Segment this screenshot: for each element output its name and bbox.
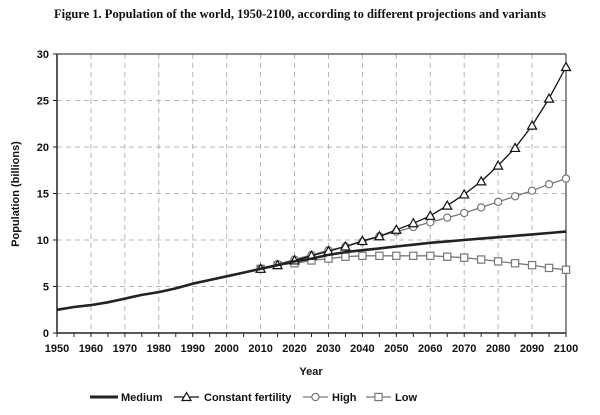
x-tick-label: 2010 (248, 343, 272, 355)
data-point-low (493, 257, 503, 266)
data-point-low (392, 251, 401, 261)
legend-item-medium: Medium (90, 392, 163, 404)
x-tick-label: 2060 (418, 343, 442, 355)
legend-label-medium: Medium (121, 392, 163, 404)
data-point-constant-fertility (458, 188, 470, 199)
data-point-constant-fertility (509, 142, 521, 153)
data-point-high (493, 197, 503, 207)
data-point-constant-fertility (373, 230, 385, 241)
series-medium (56, 230, 567, 312)
x-tick-label: 2100 (554, 343, 578, 355)
data-point-high (561, 174, 571, 183)
data-point-constant-fertility (356, 235, 368, 246)
x-tick-label: 1950 (45, 343, 69, 355)
y-tick-label: 30 (37, 49, 49, 61)
legend-item-constant-fertility: Constant fertility (174, 391, 292, 404)
x-tick-label: 2000 (214, 343, 238, 355)
legend-item-high: High (303, 392, 357, 404)
series-constant-fertility (255, 61, 572, 273)
data-point-low (358, 251, 367, 261)
x-tick-label: 1970 (113, 343, 137, 355)
series-low (256, 251, 571, 274)
x-tick-label: 2090 (520, 343, 544, 355)
y-tick-label: 25 (37, 96, 49, 108)
x-tick-label: 1960 (79, 343, 103, 355)
data-point-constant-fertility (492, 159, 504, 170)
data-point-low (476, 255, 486, 264)
data-point-high (476, 203, 486, 212)
data-point-constant-fertility (424, 210, 436, 220)
data-point-high (527, 186, 537, 195)
x-tick-label: 2080 (486, 343, 510, 355)
ticks: 1950 1960 1970 1980 1990 2000 2010 2020 2030 2040… (37, 49, 578, 355)
data-point-low (375, 251, 384, 261)
data-point-low (443, 252, 452, 261)
x-tick-label: 2050 (384, 343, 408, 355)
y-tick-label: 15 (37, 189, 49, 201)
data-point-high (544, 179, 554, 189)
x-tick-label: 1980 (147, 343, 171, 355)
data-point-high (510, 192, 520, 201)
x-tick-label: 2030 (316, 343, 340, 355)
data-point-constant-fertility (560, 61, 572, 72)
data-point-high (460, 208, 469, 218)
data-point-constant-fertility (475, 175, 487, 186)
legend-item-low: Low (366, 392, 417, 404)
series-line-medium (56, 230, 567, 312)
legend-marker-constant-fertility (180, 391, 193, 402)
series (56, 61, 572, 312)
grid (57, 54, 566, 333)
y-axis-label: Population (billions) (10, 141, 22, 247)
legend-label-constant-fertility: Constant fertility (204, 392, 292, 404)
data-point-constant-fertility (407, 217, 419, 228)
data-point-constant-fertility (526, 119, 538, 130)
data-point-constant-fertility (543, 92, 555, 103)
x-axis-label: Year (299, 366, 323, 378)
x-tick-label: 1990 (180, 343, 204, 355)
legend: Medium Constant fertility High Low (90, 391, 417, 404)
data-point-low (341, 252, 350, 261)
y-tick-label: 5 (43, 282, 49, 294)
data-point-low (409, 251, 418, 261)
data-point-low (527, 260, 537, 270)
data-point-low (510, 259, 520, 268)
legend-label-high: High (332, 392, 357, 404)
data-point-constant-fertility (339, 240, 351, 251)
legend-marker-high (311, 392, 320, 402)
chart-title: Figure 1. Population of the world, 1950-… (54, 7, 546, 21)
data-point-constant-fertility (441, 199, 453, 210)
x-tick-label: 2070 (452, 343, 476, 355)
data-point-high (443, 213, 452, 222)
data-point-constant-fertility (390, 224, 402, 234)
series-line-constant-fertility (260, 66, 567, 270)
data-point-low (426, 251, 435, 261)
x-tick-label: 2020 (282, 343, 306, 355)
data-point-low (561, 265, 571, 274)
data-point-low (460, 253, 469, 262)
legend-marker-low (374, 392, 383, 402)
y-tick-label: 0 (43, 328, 49, 340)
legend-label-low: Low (395, 392, 417, 404)
y-tick-label: 10 (37, 235, 49, 247)
x-tick-label: 2040 (350, 343, 374, 355)
data-point-low (544, 263, 554, 273)
y-tick-label: 20 (37, 142, 49, 154)
